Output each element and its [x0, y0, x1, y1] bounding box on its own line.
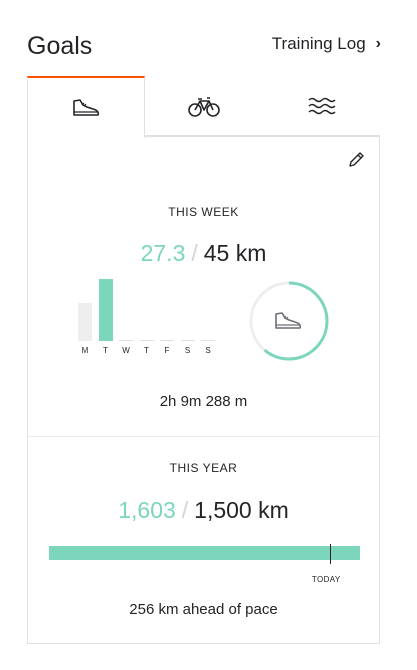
- day-label: T: [103, 346, 108, 355]
- section-divider: [28, 436, 379, 437]
- day-label: S: [184, 346, 191, 355]
- year-goal-distance: 1,500 km: [194, 497, 289, 523]
- bike-icon: [188, 96, 220, 117]
- day-label: M: [81, 346, 89, 355]
- week-label: THIS WEEK: [168, 205, 239, 219]
- today-label: TODAY: [311, 575, 341, 584]
- run-shoe-icon: [275, 312, 302, 329]
- week-progress-values: 27.3/45 km: [28, 240, 379, 267]
- day-bar-1: [98, 279, 113, 341]
- divider-slash: /: [191, 240, 198, 266]
- day-bar-3: [139, 340, 154, 341]
- day-bar-fill: [98, 279, 113, 341]
- today-marker: [329, 544, 331, 564]
- week-current-distance: 27.3: [140, 240, 186, 266]
- training-log-label: Training Log: [271, 34, 366, 53]
- pace-status: 256 km ahead of pace: [129, 601, 278, 618]
- page-title: Goals: [27, 32, 93, 60]
- day-bar-6: [201, 340, 215, 341]
- day-bar-fill: [180, 340, 195, 341]
- day-bar-fill: [160, 340, 174, 341]
- year-progress-fill: [49, 546, 360, 560]
- divider-slash: /: [181, 497, 189, 523]
- swim-waves-icon: [307, 97, 336, 114]
- week-goal-distance: 45 km: [203, 240, 267, 266]
- day-bar-fill: [119, 340, 133, 341]
- year-progress-values: 1,603/1,500 km: [28, 497, 379, 524]
- day-label: F: [164, 346, 170, 355]
- pencil-icon: [349, 152, 364, 167]
- goals-header: Goals Training Log ›: [27, 30, 387, 70]
- training-log-link[interactable]: Training Log ›: [272, 34, 381, 54]
- year-label: THIS YEAR: [169, 461, 238, 475]
- day-bar-4: [160, 340, 174, 341]
- day-label: W: [122, 346, 130, 355]
- day-bar-fill: [78, 302, 92, 341]
- day-label: T: [144, 346, 149, 355]
- day-bar-fill: [201, 340, 215, 341]
- sport-tabs: [27, 76, 380, 138]
- run-shoe-icon: [73, 99, 100, 116]
- day-bar-5: [180, 340, 195, 341]
- day-bar-2: [119, 340, 133, 341]
- day-bar-0: [78, 302, 92, 341]
- day-label: S: [205, 346, 211, 355]
- edit-goals-button[interactable]: [347, 151, 365, 174]
- week-goal-ring: [249, 281, 329, 361]
- tab-run[interactable]: [27, 76, 145, 138]
- tab-swim[interactable]: [263, 76, 380, 136]
- chevron-right-icon: ›: [375, 35, 381, 52]
- week-time-summary: 2h 9m 288 m: [159, 393, 248, 410]
- year-current-distance: 1,603: [118, 497, 176, 523]
- tab-bike[interactable]: [145, 76, 263, 136]
- year-progress-bar: [49, 544, 360, 564]
- day-bar-fill: [139, 340, 154, 341]
